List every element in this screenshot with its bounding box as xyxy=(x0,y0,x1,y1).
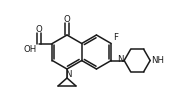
Text: O: O xyxy=(64,15,70,24)
Text: NH: NH xyxy=(151,56,164,65)
Text: F: F xyxy=(113,33,118,41)
Text: O: O xyxy=(36,24,43,33)
Text: N: N xyxy=(117,55,123,64)
Text: N: N xyxy=(65,70,71,79)
Text: OH: OH xyxy=(23,45,36,54)
